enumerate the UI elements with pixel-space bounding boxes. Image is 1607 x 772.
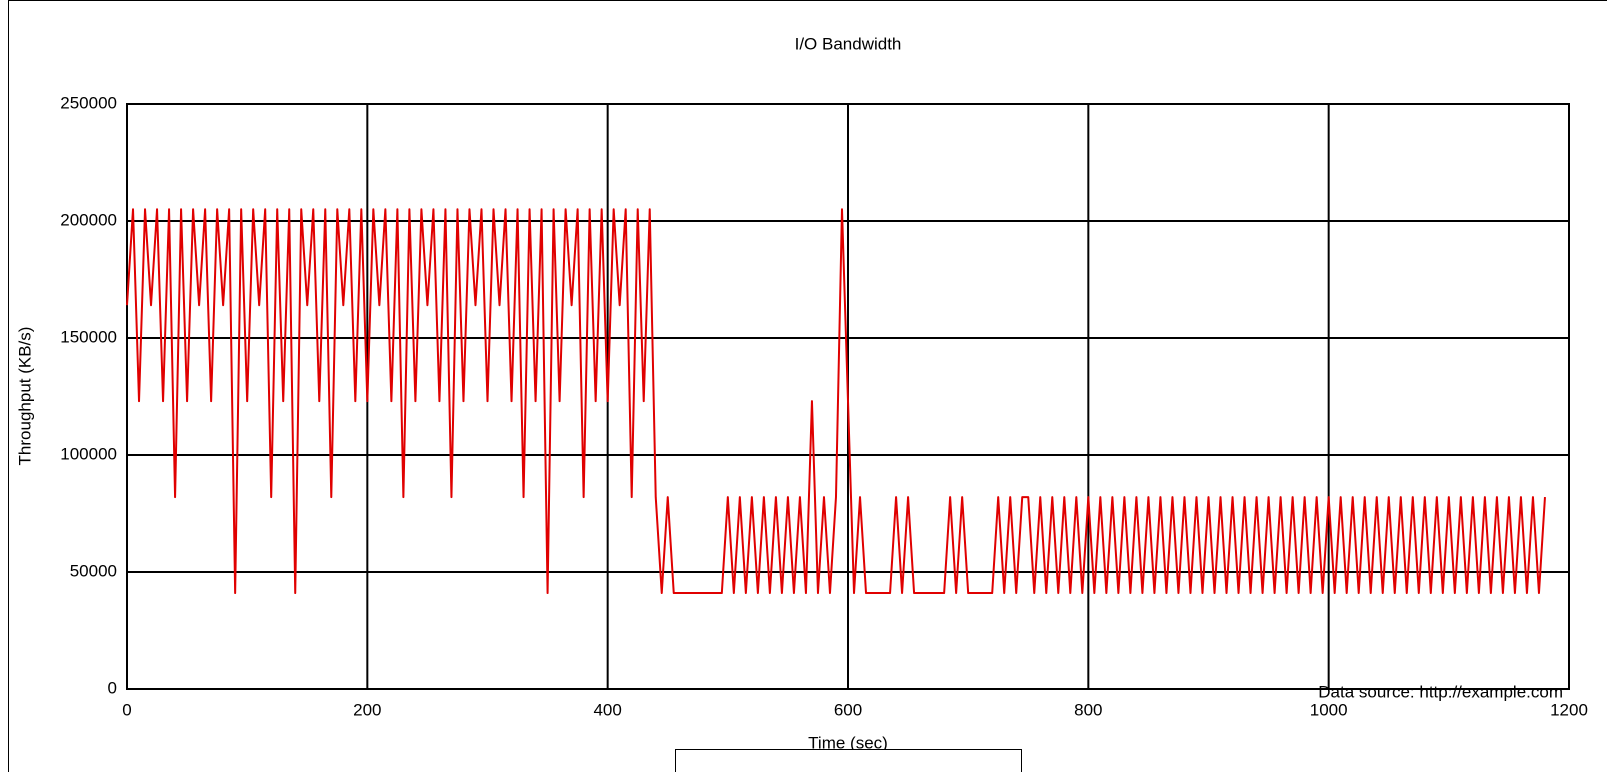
legend-box [675, 749, 1022, 772]
data-line [126, 208, 1546, 595]
y-tick-label: 250000 [60, 93, 117, 112]
x-tick-label: 200 [353, 700, 381, 719]
y-axis-label: Throughput (KB/s) [15, 327, 34, 466]
annotation: Data source: http://example.com [1318, 682, 1563, 701]
x-tick-label: 1000 [1310, 700, 1348, 719]
x-tick-label: 1200 [1550, 700, 1588, 719]
plot-border [126, 103, 1570, 690]
frame [8, 0, 1607, 772]
x-axis-label: Time (sec) [808, 733, 888, 752]
y-tick-label: 0 [108, 678, 117, 697]
y-tick-label: 50000 [70, 561, 117, 580]
y-tick-label: 100000 [60, 444, 117, 463]
x-tick-label: 800 [1074, 700, 1102, 719]
x-tick-label: 600 [834, 700, 862, 719]
y-tick-label: 150000 [60, 327, 117, 346]
x-tick-label: 0 [122, 700, 131, 719]
chart-title: I/O Bandwidth [795, 34, 902, 53]
x-tick-label: 400 [593, 700, 621, 719]
y-tick-label: 200000 [60, 210, 117, 229]
